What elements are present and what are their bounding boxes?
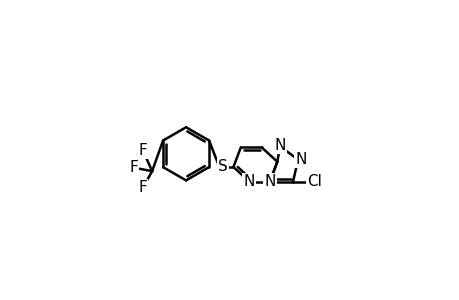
Text: F: F	[138, 180, 147, 195]
Text: N: N	[263, 174, 275, 189]
Text: Cl: Cl	[306, 174, 321, 189]
Text: F: F	[129, 160, 138, 175]
Text: S: S	[218, 160, 227, 175]
Text: N: N	[295, 152, 306, 167]
Text: F: F	[138, 143, 147, 158]
Text: N: N	[274, 138, 285, 153]
Text: N: N	[243, 174, 254, 189]
